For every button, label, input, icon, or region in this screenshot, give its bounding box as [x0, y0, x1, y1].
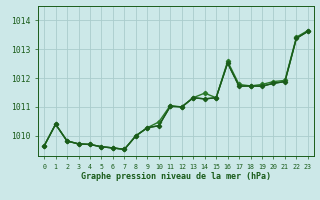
X-axis label: Graphe pression niveau de la mer (hPa): Graphe pression niveau de la mer (hPa) — [81, 172, 271, 181]
